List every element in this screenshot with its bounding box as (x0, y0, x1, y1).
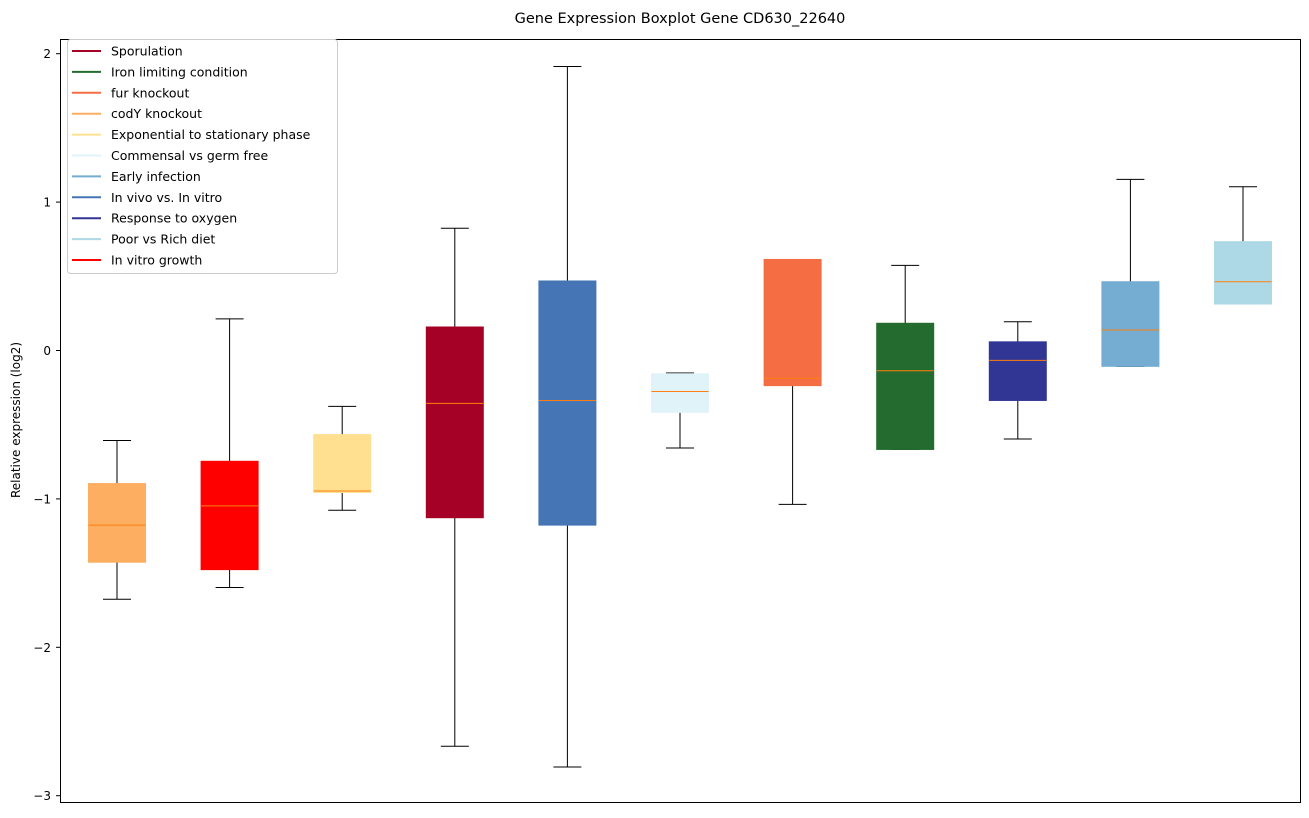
box-poor-vs-rich-diet (1214, 186, 1272, 305)
legend-item: fur knockout (72, 85, 189, 100)
y-tick-label: −2 (33, 641, 51, 655)
legend-label: fur knockout (111, 85, 189, 100)
y-tick-label: 2 (43, 47, 51, 61)
legend-label: codY knockout (111, 106, 202, 121)
box-body (876, 322, 935, 450)
box-body (763, 258, 822, 387)
box-body (1214, 241, 1272, 305)
legend: Sporulation Iron limiting condition fur kn… (67, 39, 338, 274)
box-sporulation (425, 227, 484, 747)
legend-label: Commensal vs germ free (111, 148, 268, 163)
legend-label: Early infection (111, 169, 201, 184)
legend-label: Poor vs Rich diet (111, 232, 215, 247)
box-body (538, 280, 597, 526)
legend-label: Exponential to stationary phase (111, 127, 311, 142)
chart-title: Gene Expression Boxplot Gene CD630_22640 (515, 11, 846, 27)
box-body (988, 341, 1047, 401)
box-exponential-to-stationary-phase (313, 405, 372, 511)
box-commensal-vs-germ-free (651, 372, 709, 449)
y-tick-label: 1 (43, 196, 51, 210)
legend-frame (67, 39, 338, 274)
box-body (651, 373, 709, 413)
legend-item: Response to oxygen (72, 211, 237, 226)
box-in-vivo-vs-in-vitro (538, 66, 597, 768)
box-early-infection (1101, 178, 1160, 367)
legend-item: Sporulation (72, 44, 183, 59)
box-iron-limiting-condition (876, 264, 935, 450)
y-axis-label: Relative expression (log2) (9, 342, 23, 498)
legend-label: In vivo vs. In vitro (111, 190, 222, 205)
legend-item: Iron limiting condition (72, 64, 248, 79)
box-body (88, 483, 146, 563)
legend-item: Poor vs Rich diet (72, 232, 215, 247)
legend-item: Early infection (72, 169, 201, 184)
box-body (1101, 281, 1160, 367)
legend-label: Iron limiting condition (111, 64, 248, 79)
axes-frame (60, 39, 1301, 803)
y-tick-label: −1 (33, 492, 51, 506)
legend-item: codY knockout (72, 106, 202, 121)
legend-item: In vivo vs. In vitro (72, 190, 222, 205)
box-fur-knockout (763, 258, 822, 505)
legend-item: Commensal vs germ free (72, 148, 268, 163)
legend-label: Sporulation (111, 44, 183, 59)
y-tick-label: 0 (43, 344, 51, 358)
box-response-to-oxygen (988, 321, 1047, 440)
box-body (200, 460, 259, 571)
legend-label: Response to oxygen (111, 211, 237, 226)
box-cody-knockout (88, 440, 146, 600)
legend-item: In vitro growth (72, 253, 202, 268)
box-body (425, 326, 484, 519)
y-tick-label: −3 (33, 789, 51, 803)
box-body (313, 434, 372, 493)
legend-item: Exponential to stationary phase (72, 127, 311, 142)
legend-label: In vitro growth (111, 253, 202, 268)
box-in-vitro-growth (200, 318, 259, 588)
